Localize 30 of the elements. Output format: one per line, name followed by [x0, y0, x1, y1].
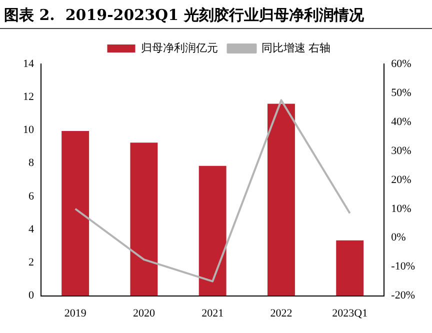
bar [336, 240, 364, 296]
x-tick-label: 2019 [64, 307, 87, 320]
y2-tick-label: -20% [391, 290, 415, 302]
y2-tick-label: 10% [391, 202, 412, 215]
legend-label: 归母净利润亿元 [140, 41, 218, 54]
y2-tick-label: -10% [391, 260, 415, 273]
y2-tick-label: 60% [391, 58, 412, 70]
legend-label: 同比增速 右轴 [261, 41, 331, 54]
y-tick-label: 2 [28, 256, 34, 269]
y-tick-label: 0 [28, 290, 34, 302]
y-tick-label: 6 [28, 190, 34, 202]
bar [198, 166, 226, 296]
y-tick-label: 10 [23, 124, 34, 136]
y2-tick-label: 20% [391, 174, 412, 186]
x-tick-label: 2023Q1 [332, 307, 368, 320]
y-tick-label: 12 [23, 91, 34, 104]
bar [62, 131, 90, 296]
y-tick-label: 4 [28, 223, 34, 236]
bar [267, 104, 295, 296]
chart-title: 图表 2. 2019-2023Q1 光刻胶行业归母净利润情况 [0, 0, 432, 29]
x-tick-label: 2022 [270, 307, 292, 320]
y2-tick-label: 50% [391, 86, 412, 99]
y-tick-label: 8 [28, 157, 34, 170]
y2-tick-label: 0% [391, 232, 406, 244]
y2-tick-label: 30% [391, 144, 412, 157]
x-tick-label: 2020 [132, 307, 156, 320]
y2-tick-label: 40% [391, 116, 412, 128]
y-tick-label: 14 [23, 58, 34, 70]
bar [130, 142, 158, 296]
x-tick-label: 2021 [202, 307, 224, 320]
